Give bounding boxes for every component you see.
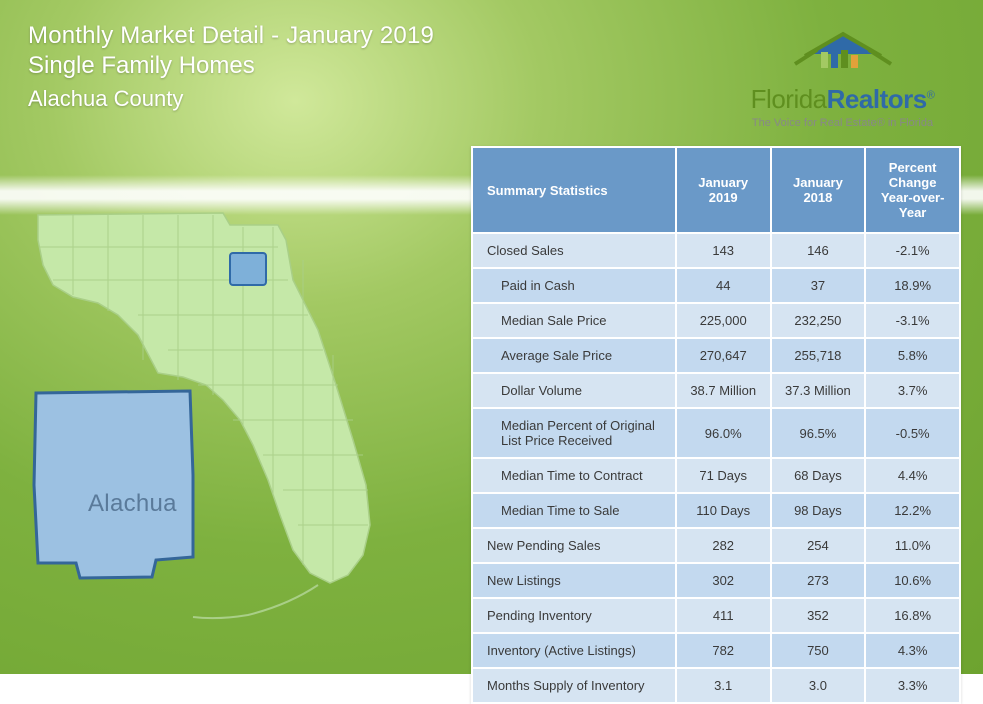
logo-registered-mark: ® (927, 89, 935, 101)
pct-change-cell: 16.8% (865, 598, 960, 633)
value-prior-cell: 254 (771, 528, 866, 563)
logo-text-part2: Realtors (827, 84, 927, 114)
value-prior-cell: 96.5% (771, 408, 866, 458)
highlighted-county-on-state (230, 253, 266, 285)
pct-change-cell: 12.2% (865, 493, 960, 528)
pct-change-cell: 4.3% (865, 633, 960, 668)
value-current-cell: 782 (676, 633, 771, 668)
value-current-cell: 96.0% (676, 408, 771, 458)
metric-cell: Inventory (Active Listings) (472, 633, 676, 668)
table-row: Dollar Volume38.7 Million37.3 Million3.7… (472, 373, 960, 408)
value-prior-cell: 255,718 (771, 338, 866, 373)
value-current-cell: 270,647 (676, 338, 771, 373)
florida-realtors-logo: FloridaRealtors® The Voice for Real Esta… (730, 30, 955, 129)
col-header-metric: Summary Statistics (472, 147, 676, 233)
table-row: New Pending Sales28225411.0% (472, 528, 960, 563)
pct-change-cell: 10.6% (865, 563, 960, 598)
pct-change-cell: -0.5% (865, 408, 960, 458)
summary-statistics-table: Summary Statistics January 2019 January … (471, 146, 961, 704)
report-subtitle-1: Single Family Homes (28, 52, 434, 80)
value-prior-cell: 232,250 (771, 303, 866, 338)
pct-change-cell: 11.0% (865, 528, 960, 563)
value-prior-cell: 3.0 (771, 668, 866, 703)
value-prior-cell: 146 (771, 233, 866, 268)
table-body: Closed Sales143146-2.1%Paid in Cash44371… (472, 233, 960, 703)
col-header-period-2: January 2018 (771, 147, 866, 233)
value-prior-cell: 68 Days (771, 458, 866, 493)
metric-cell: New Pending Sales (472, 528, 676, 563)
pct-change-cell: -2.1% (865, 233, 960, 268)
table-row: Median Sale Price225,000232,250-3.1% (472, 303, 960, 338)
metric-cell: Median Time to Contract (472, 458, 676, 493)
table-row: Median Time to Contract71 Days68 Days4.4… (472, 458, 960, 493)
value-prior-cell: 37.3 Million (771, 373, 866, 408)
metric-cell: Months Supply of Inventory (472, 668, 676, 703)
logo-text: FloridaRealtors® (730, 84, 955, 115)
pct-change-cell: 3.7% (865, 373, 960, 408)
value-current-cell: 225,000 (676, 303, 771, 338)
metric-cell: Closed Sales (472, 233, 676, 268)
value-prior-cell: 273 (771, 563, 866, 598)
logo-houses-icon (783, 30, 903, 80)
value-current-cell: 282 (676, 528, 771, 563)
value-current-cell: 143 (676, 233, 771, 268)
table-row: Median Time to Sale110 Days98 Days12.2% (472, 493, 960, 528)
value-current-cell: 38.7 Million (676, 373, 771, 408)
table-row: Inventory (Active Listings)7827504.3% (472, 633, 960, 668)
report-page: Monthly Market Detail - January 2019 Sin… (0, 0, 983, 674)
col-header-period-1: January 2019 (676, 147, 771, 233)
value-current-cell: 411 (676, 598, 771, 633)
value-prior-cell: 352 (771, 598, 866, 633)
report-title: Monthly Market Detail - January 2019 (28, 22, 434, 50)
table-row: Closed Sales143146-2.1% (472, 233, 960, 268)
florida-map: Alachua (18, 185, 448, 660)
metric-cell: New Listings (472, 563, 676, 598)
county-label: Alachua (88, 490, 177, 518)
value-current-cell: 44 (676, 268, 771, 303)
value-current-cell: 110 Days (676, 493, 771, 528)
logo-tagline: The Voice for Real Estate® in Florida (730, 117, 955, 129)
county-inset (34, 391, 193, 578)
table-row: Average Sale Price270,647255,7185.8% (472, 338, 960, 373)
value-prior-cell: 37 (771, 268, 866, 303)
metric-cell: Pending Inventory (472, 598, 676, 633)
table-row: Median Percent of Original List Price Re… (472, 408, 960, 458)
table-row: Months Supply of Inventory3.13.03.3% (472, 668, 960, 703)
value-current-cell: 302 (676, 563, 771, 598)
metric-cell: Median Time to Sale (472, 493, 676, 528)
metric-cell: Average Sale Price (472, 338, 676, 373)
table-row: Paid in Cash443718.9% (472, 268, 960, 303)
pct-change-cell: -3.1% (865, 303, 960, 338)
metric-cell: Median Percent of Original List Price Re… (472, 408, 676, 458)
value-prior-cell: 98 Days (771, 493, 866, 528)
metric-cell: Median Sale Price (472, 303, 676, 338)
table-row: New Listings30227310.6% (472, 563, 960, 598)
report-header: Monthly Market Detail - January 2019 Sin… (28, 22, 434, 112)
metric-cell: Dollar Volume (472, 373, 676, 408)
logo-text-part1: Florida (751, 84, 827, 114)
pct-change-cell: 5.8% (865, 338, 960, 373)
pct-change-cell: 18.9% (865, 268, 960, 303)
table-row: Pending Inventory41135216.8% (472, 598, 960, 633)
col-header-pct: Percent Change Year-over-Year (865, 147, 960, 233)
pct-change-cell: 3.3% (865, 668, 960, 703)
value-current-cell: 71 Days (676, 458, 771, 493)
table-header: Summary Statistics January 2019 January … (472, 147, 960, 233)
value-current-cell: 3.1 (676, 668, 771, 703)
report-subtitle-2: Alachua County (28, 86, 434, 112)
metric-cell: Paid in Cash (472, 268, 676, 303)
value-prior-cell: 750 (771, 633, 866, 668)
pct-change-cell: 4.4% (865, 458, 960, 493)
